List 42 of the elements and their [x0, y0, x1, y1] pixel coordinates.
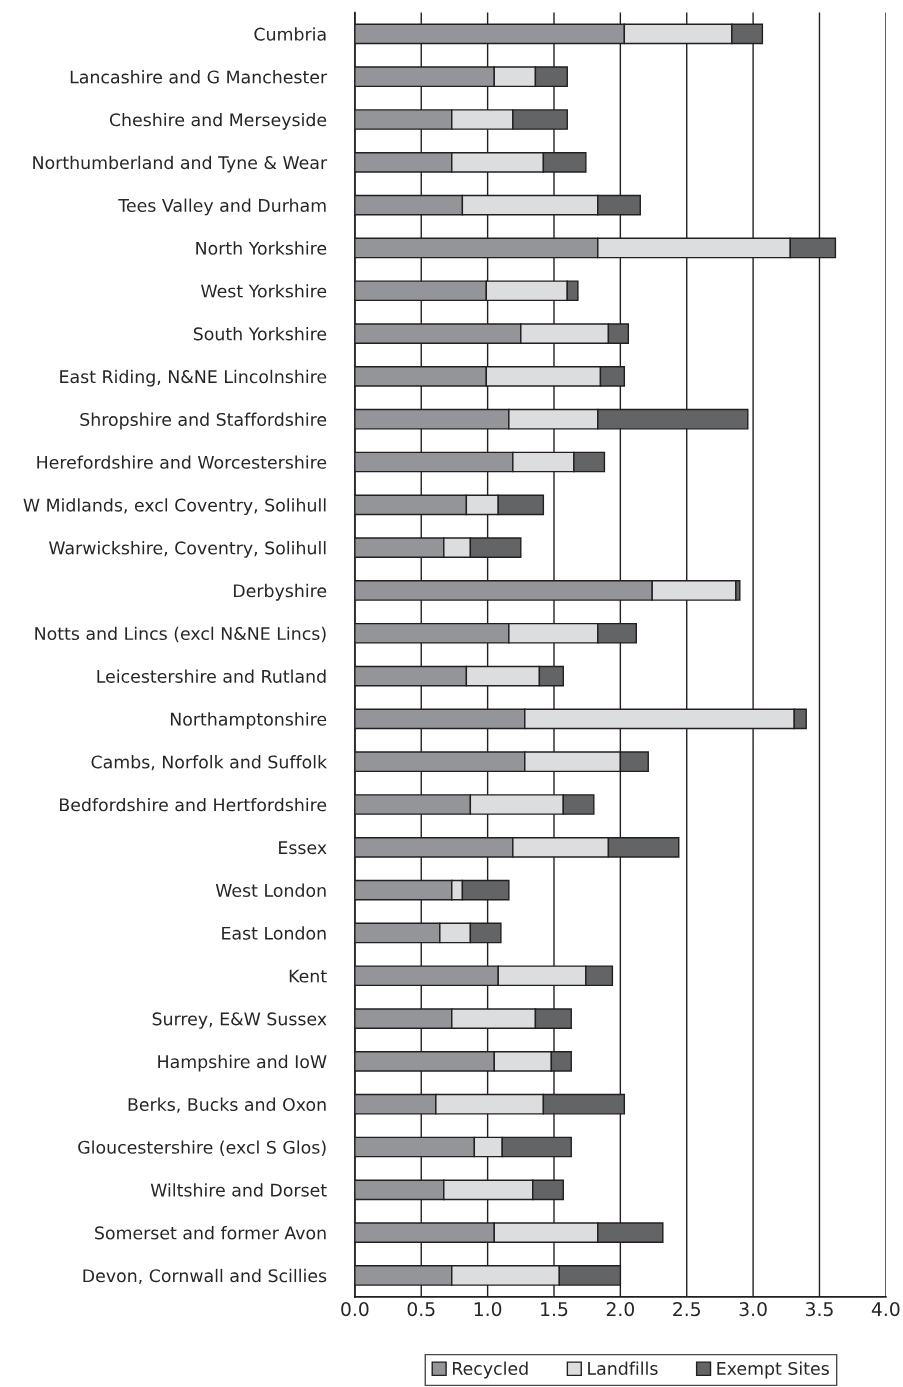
x-tick-label: 1.5 — [541, 1302, 568, 1317]
y-tick-label: Somerset and former Avon — [95, 1226, 326, 1240]
x-tick-label: 2.5 — [673, 1302, 700, 1317]
y-tick-label: West London — [215, 883, 326, 897]
x-tick-label: 3.0 — [739, 1302, 767, 1317]
y-tick-label: Berks, Bucks and Oxon — [128, 1097, 326, 1113]
legend-label: Recycled — [453, 1361, 528, 1379]
legend-label: Exempt Sites — [717, 1361, 829, 1379]
y-tick-label: Lancashire and G Manchester — [70, 70, 328, 84]
x-tick-label: 0.0 — [341, 1302, 369, 1317]
y-tick-label: Cumbria — [254, 27, 326, 41]
y-tick-label: Wiltshire and Dorset — [150, 1183, 327, 1197]
y-tick-label: W Midlands, excl Coventry, Solihull — [23, 498, 326, 516]
y-tick-label: North Yorkshire — [196, 241, 327, 255]
y-tick-label: Warwickshire, Coventry, Solihull — [48, 541, 326, 558]
y-tick-label: Bedfordshire and Hertfordshire — [60, 797, 327, 812]
y-tick-label: South Yorkshire — [193, 326, 327, 341]
y-tick-label: Gloucestershire (excl S Glos) — [78, 1140, 326, 1156]
y-tick-label: Essex — [279, 841, 327, 855]
x-tick-label: 1.0 — [474, 1302, 502, 1317]
x-tick-label: 3.5 — [805, 1302, 833, 1317]
y-tick-label: East Riding, N&NE Lincolnshire — [60, 369, 327, 387]
y-tick-label: Notts and Lincs (excl N&NE Lincs) — [35, 626, 326, 643]
y-tick-label: Leicestershire and Rutland — [97, 669, 326, 683]
y-tick-label: Shropshire and Staffordshire — [80, 412, 327, 430]
y-tick-label: Northumberland and Tyne & Wear — [33, 155, 328, 173]
x-tick-label: 4.0 — [871, 1302, 900, 1317]
y-tick-label: Tees Valley and Durham — [118, 198, 326, 216]
y-tick-label: Cheshire and Merseyside — [109, 112, 327, 130]
y-tick-label: Herefordshire and Worcestershire — [37, 455, 327, 469]
y-tick-label: Surrey, E&W Sussex — [152, 1012, 327, 1029]
y-tick-label: Derbyshire — [234, 583, 327, 601]
x-tick-label: 0.5 — [407, 1302, 435, 1317]
y-tick-label: West Yorkshire — [201, 284, 327, 298]
y-tick-label: East London — [222, 926, 326, 940]
y-tick-label: Cambs, Norfolk and Suffolk — [91, 755, 328, 771]
y-tick-label: Hampshire and IoW — [158, 1054, 327, 1072]
y-tick-label: Kent — [289, 969, 327, 983]
y-tick-label: Northamptonshire — [170, 712, 327, 730]
y-tick-label: Devon, Cornwall and Scillies — [83, 1268, 327, 1285]
legend-label: Landfills — [588, 1361, 658, 1376]
x-tick-label: 2.0 — [606, 1302, 635, 1317]
